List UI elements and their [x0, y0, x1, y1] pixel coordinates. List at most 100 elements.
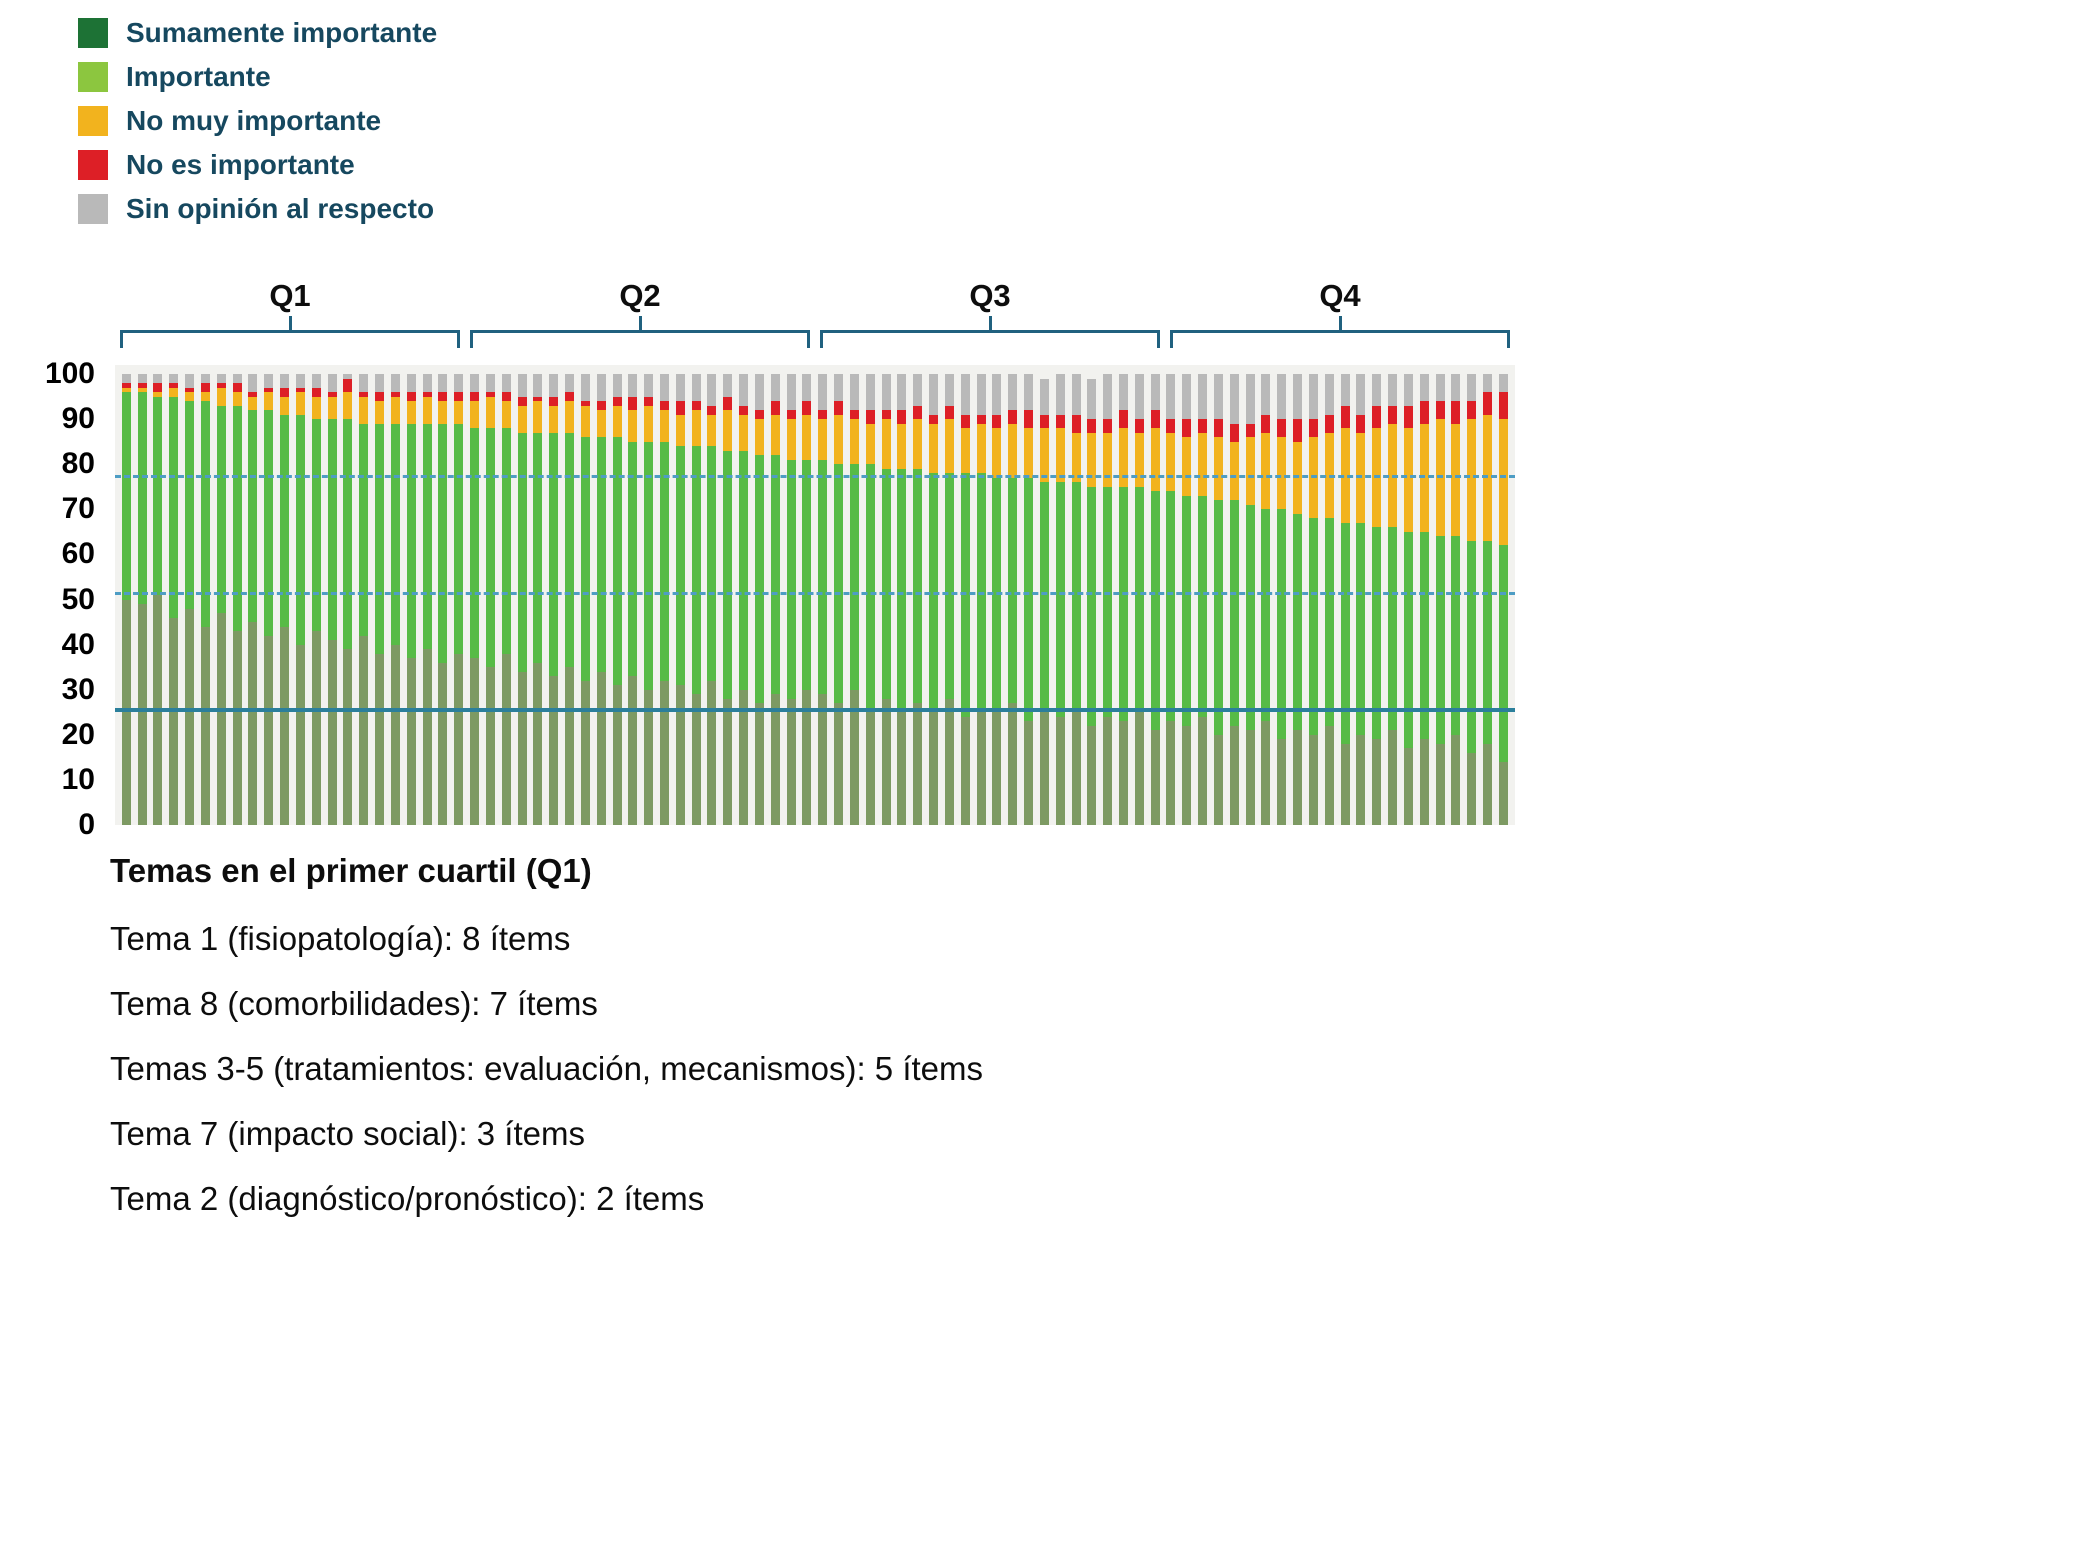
bar-segment — [834, 374, 844, 402]
bar-segment — [992, 374, 1002, 415]
bar-segment — [754, 410, 764, 420]
bar-segment — [1356, 374, 1366, 415]
bar — [659, 365, 669, 825]
legend: Sumamente importante Importante No muy imp… — [78, 17, 437, 238]
bar-segment — [976, 707, 986, 825]
y-tick-label: 100 — [44, 357, 95, 391]
bar-segment — [485, 374, 495, 393]
bar — [137, 365, 147, 825]
bar-segment — [1103, 432, 1113, 487]
bar — [1103, 365, 1113, 825]
bar-segment — [1245, 374, 1255, 424]
bar-segment — [1071, 414, 1081, 433]
bar-segment — [770, 455, 780, 695]
bar-segment — [723, 698, 733, 825]
bar-segment — [1229, 500, 1239, 726]
bar-segment — [612, 396, 622, 406]
bar — [1182, 365, 1192, 825]
legend-item: No es importante — [78, 149, 437, 180]
note-line: Tema 2 (diagnóstico/pronóstico): 2 ítems — [110, 1180, 705, 1217]
bar-segment — [659, 441, 669, 681]
plot-area — [115, 365, 1515, 825]
bar-segment — [438, 423, 448, 663]
y-tick-label: 40 — [61, 627, 95, 661]
bar-segment — [754, 419, 764, 456]
bar-segment — [1308, 419, 1318, 438]
bar-segment — [311, 374, 321, 388]
bar-segment — [1277, 437, 1287, 510]
bar-segment — [1134, 712, 1144, 825]
bar-segment — [1150, 374, 1160, 411]
bar-segment — [865, 464, 875, 708]
bar-segment — [992, 428, 1002, 478]
bar — [580, 365, 590, 825]
bar-segment — [1324, 374, 1334, 415]
bar — [802, 365, 812, 825]
bar-segment — [929, 374, 939, 415]
bar-segment — [533, 374, 543, 397]
bar — [121, 365, 131, 825]
legend-item: Sumamente importante — [78, 17, 437, 48]
bar-segment — [1419, 374, 1429, 402]
bar-segment — [754, 703, 764, 825]
bar-segment — [849, 464, 859, 690]
bar-segment — [865, 423, 875, 465]
bar — [1340, 365, 1350, 825]
bar-segment — [438, 662, 448, 825]
note-line: Tema 7 (impacto social): 3 ítems — [110, 1115, 585, 1152]
bar-segment — [675, 685, 685, 825]
bar-segment — [200, 401, 210, 627]
bar-segment — [248, 392, 258, 397]
bar — [992, 365, 1002, 825]
bar-segment — [1134, 486, 1144, 713]
bar-segment — [517, 396, 527, 406]
bar — [1166, 365, 1176, 825]
notes-lines: Tema 1 (fisiopatología): 8 ítems Tema 8 (… — [110, 920, 983, 1218]
bar-segment — [849, 419, 859, 465]
bar — [596, 365, 606, 825]
bar-series — [115, 365, 1515, 825]
bar-segment — [517, 671, 527, 825]
bar-segment — [644, 396, 654, 406]
y-tick-label: 90 — [61, 402, 95, 436]
bar-segment — [1119, 374, 1128, 411]
bar — [929, 365, 939, 825]
bar — [390, 365, 400, 825]
bar-segment — [1055, 428, 1065, 483]
bar-segment — [438, 401, 448, 424]
bar-segment — [1324, 725, 1334, 825]
bar-segment — [770, 414, 780, 456]
bar-segment — [1388, 405, 1398, 424]
y-tick-label: 20 — [61, 717, 95, 751]
bar-segment — [960, 428, 970, 474]
bar-segment — [707, 374, 717, 406]
bar-segment — [248, 622, 258, 825]
bar-segment — [865, 707, 875, 825]
legend-swatch — [78, 150, 108, 180]
bar-segment — [612, 685, 622, 825]
bar-segment — [1245, 423, 1255, 438]
bar-segment — [960, 473, 970, 717]
bracket-span — [1170, 330, 1510, 348]
bar-segment — [565, 401, 575, 433]
bar-segment — [1182, 419, 1192, 438]
bar — [1451, 365, 1461, 825]
bar-segment — [1166, 721, 1176, 825]
bar-segment — [1039, 712, 1049, 825]
bar-segment — [628, 396, 638, 411]
bar-segment — [707, 680, 717, 825]
bar-segment — [1340, 522, 1350, 744]
bar-segment — [185, 374, 195, 388]
bracket-tick — [638, 316, 642, 330]
bar — [1419, 365, 1429, 825]
bar-segment — [1071, 707, 1081, 825]
bar-segment — [248, 374, 258, 393]
bar-segment — [1261, 414, 1271, 433]
bar-segment — [454, 401, 464, 424]
bar — [1483, 365, 1493, 825]
bar — [470, 365, 480, 825]
bar-segment — [1166, 419, 1176, 433]
bar-segment — [406, 392, 416, 402]
bar-segment — [580, 680, 590, 825]
bar — [691, 365, 701, 825]
